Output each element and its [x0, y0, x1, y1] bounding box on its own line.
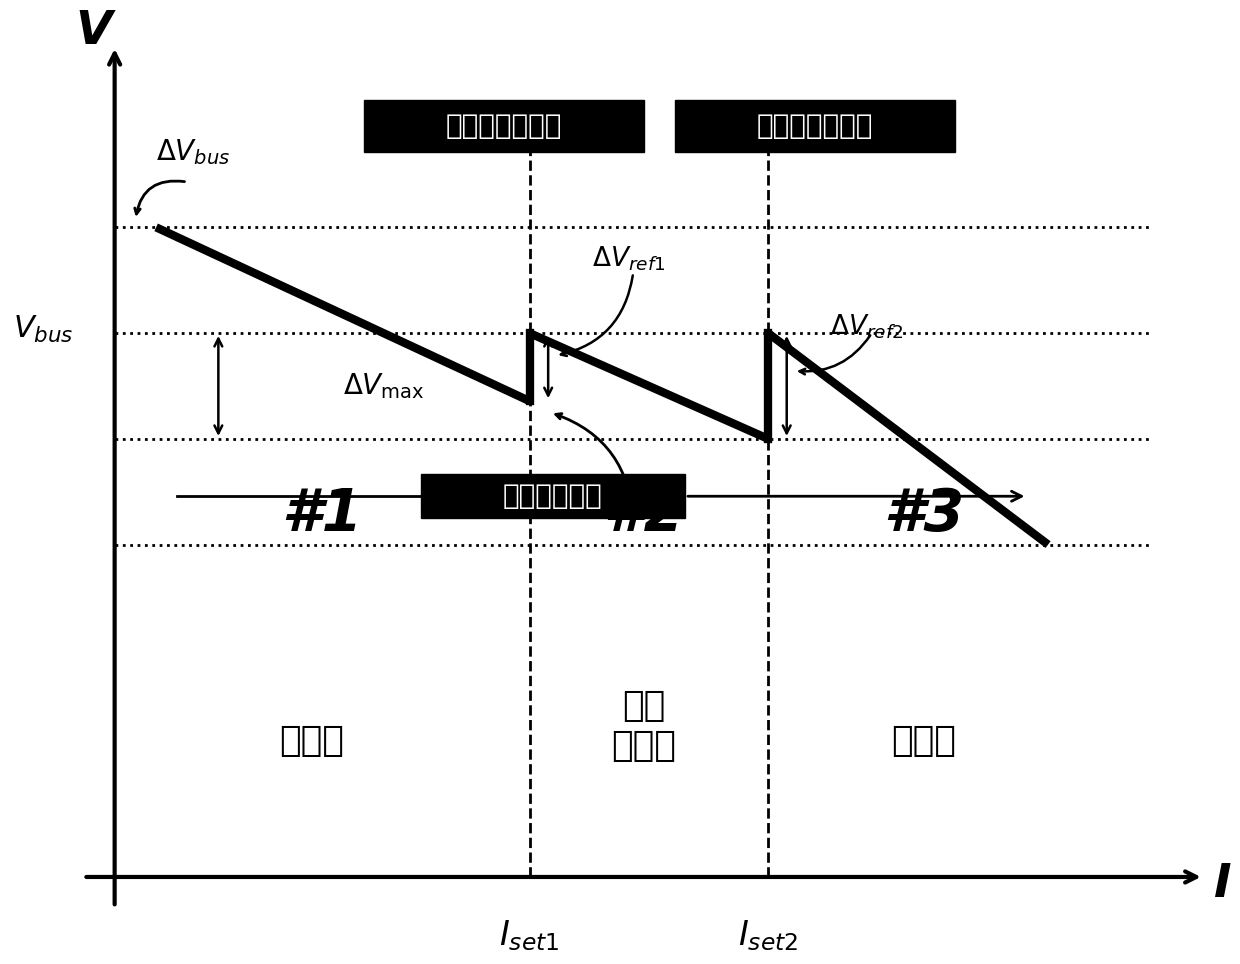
Text: 轻载区: 轻载区 [279, 724, 345, 758]
Text: 额定区参考补偿: 额定区参考补偿 [445, 112, 562, 140]
Text: I: I [1214, 862, 1231, 907]
FancyBboxPatch shape [675, 100, 955, 151]
Text: $\Delta V_{\mathrm{max}}$: $\Delta V_{\mathrm{max}}$ [342, 371, 424, 401]
Text: $I_{set2}$: $I_{set2}$ [738, 919, 799, 953]
Text: $\Delta V_{ref1}$: $\Delta V_{ref1}$ [591, 244, 666, 273]
Text: $\Delta V_{ref2}$: $\Delta V_{ref2}$ [831, 312, 904, 340]
Text: #3: #3 [883, 486, 965, 543]
Text: $\Delta V_{bus}$: $\Delta V_{bus}$ [156, 137, 231, 167]
Text: $V_{bus}$: $V_{bus}$ [12, 313, 73, 345]
FancyBboxPatch shape [420, 474, 684, 519]
Text: V: V [76, 9, 112, 54]
FancyBboxPatch shape [363, 100, 644, 151]
Text: 重载区参考补偿: 重载区参考补偿 [756, 112, 873, 140]
Text: 下垂系数增加: 下垂系数增加 [503, 482, 603, 510]
Text: 重载区: 重载区 [892, 724, 956, 758]
Text: 额定
负荷区: 额定 负荷区 [611, 689, 676, 763]
Text: #2: #2 [603, 486, 684, 543]
Text: #1: #1 [281, 486, 362, 543]
Text: $I_{set1}$: $I_{set1}$ [500, 919, 559, 953]
